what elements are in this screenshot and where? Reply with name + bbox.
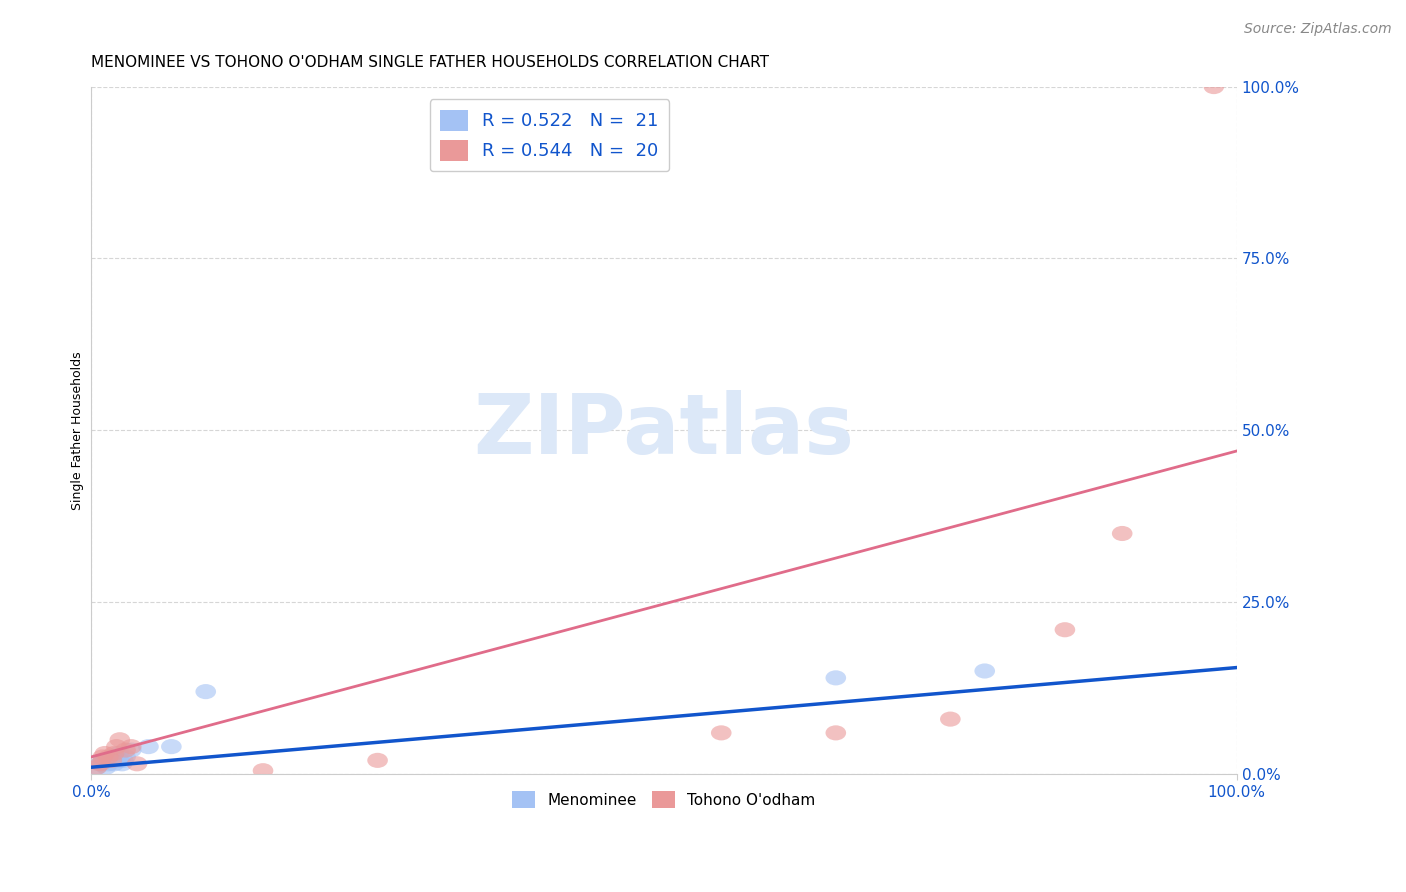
Ellipse shape	[711, 725, 731, 740]
Ellipse shape	[87, 760, 107, 775]
Ellipse shape	[98, 749, 118, 764]
Ellipse shape	[90, 756, 111, 772]
Ellipse shape	[104, 756, 124, 772]
Ellipse shape	[104, 746, 124, 761]
Ellipse shape	[101, 749, 122, 764]
Ellipse shape	[96, 760, 117, 775]
Ellipse shape	[101, 753, 122, 768]
Ellipse shape	[253, 764, 273, 778]
Ellipse shape	[825, 725, 846, 740]
Ellipse shape	[121, 739, 142, 754]
Ellipse shape	[162, 739, 181, 754]
Ellipse shape	[1204, 79, 1225, 95]
Ellipse shape	[94, 746, 115, 761]
Legend: Menominee, Tohono O'odham: Menominee, Tohono O'odham	[506, 785, 821, 814]
Ellipse shape	[138, 739, 159, 754]
Ellipse shape	[367, 753, 388, 768]
Ellipse shape	[974, 664, 995, 679]
Text: MENOMINEE VS TOHONO O'ODHAM SINGLE FATHER HOUSEHOLDS CORRELATION CHART: MENOMINEE VS TOHONO O'ODHAM SINGLE FATHE…	[91, 55, 769, 70]
Y-axis label: Single Father Households: Single Father Households	[72, 351, 84, 509]
Ellipse shape	[195, 684, 217, 699]
Text: Source: ZipAtlas.com: Source: ZipAtlas.com	[1244, 22, 1392, 37]
Ellipse shape	[110, 732, 131, 747]
Ellipse shape	[110, 753, 131, 768]
Ellipse shape	[121, 742, 142, 757]
Ellipse shape	[103, 753, 124, 768]
Ellipse shape	[115, 749, 136, 764]
Ellipse shape	[1112, 526, 1132, 541]
Ellipse shape	[825, 670, 846, 685]
Ellipse shape	[127, 756, 148, 772]
Text: ZIPatlas: ZIPatlas	[474, 390, 855, 471]
Ellipse shape	[112, 753, 134, 768]
Ellipse shape	[90, 756, 111, 772]
Ellipse shape	[1054, 623, 1076, 637]
Ellipse shape	[98, 756, 118, 772]
Ellipse shape	[941, 712, 960, 727]
Ellipse shape	[112, 756, 132, 772]
Ellipse shape	[115, 742, 136, 757]
Ellipse shape	[87, 760, 107, 775]
Ellipse shape	[105, 739, 127, 754]
Ellipse shape	[94, 753, 115, 768]
Ellipse shape	[93, 753, 112, 768]
Ellipse shape	[93, 749, 112, 764]
Ellipse shape	[105, 753, 127, 768]
Ellipse shape	[108, 746, 129, 761]
